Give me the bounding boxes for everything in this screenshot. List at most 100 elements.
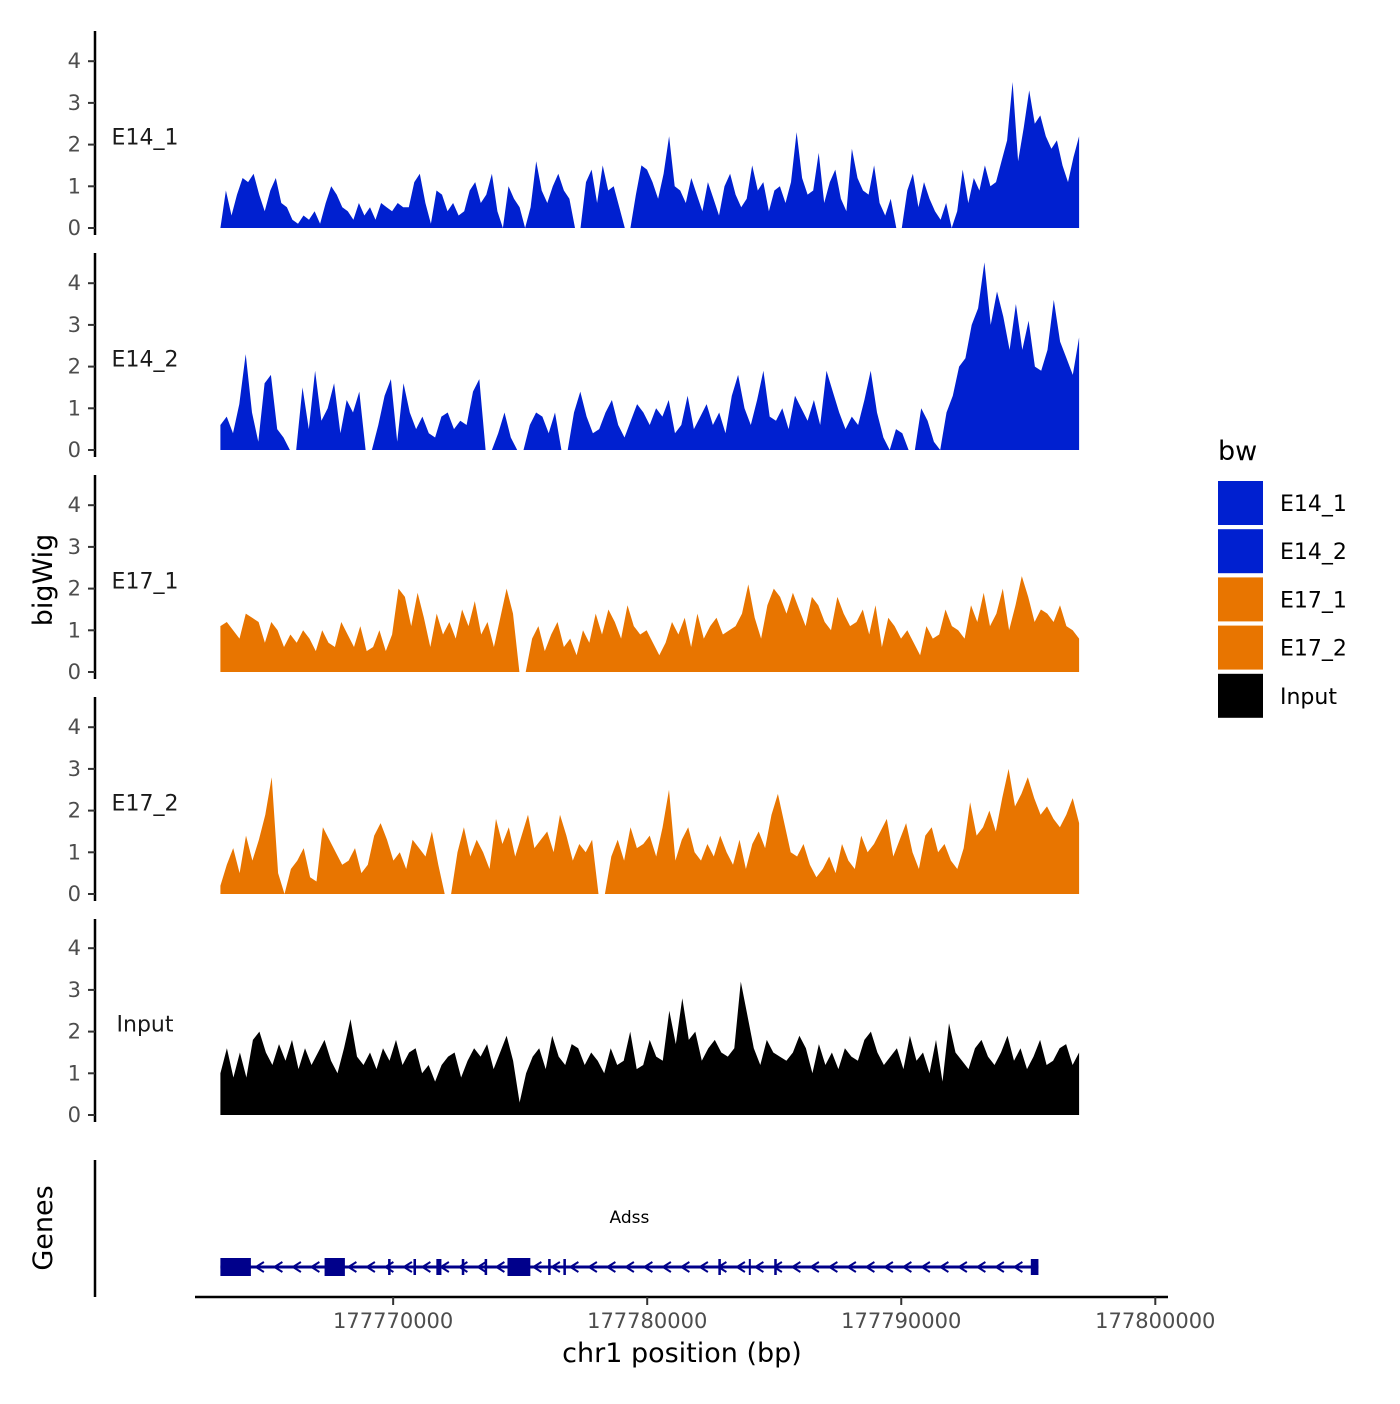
y-tick-label: 0 — [68, 216, 81, 240]
signal-tracks: 0 1 2 3 4 E14_1 0 1 2 3 4 E14_2 0 1 2 3 4 E17_1 0 1 2 3 4 E17_2… — [68, 31, 1080, 1127]
track-label: E14_1 — [112, 125, 179, 150]
genes-panel: Adss — [93, 1160, 1039, 1297]
strand-arrow — [420, 1261, 431, 1273]
gene-exon — [718, 1259, 721, 1275]
strand-arrow — [1012, 1261, 1023, 1273]
y-tick-label: 0 — [68, 882, 81, 906]
x-tick-label: 177780000 — [587, 1309, 707, 1333]
y-tick-label: 1 — [68, 1061, 81, 1085]
strand-arrow — [920, 1261, 931, 1273]
signal-area-E17_2 — [220, 768, 1080, 894]
track-label: E17_1 — [112, 569, 179, 594]
legend-entry-E14_2: E14_2 — [1218, 529, 1347, 574]
strand-arrow — [994, 1261, 1005, 1273]
y-tick-label: 3 — [68, 313, 81, 337]
strand-arrow — [827, 1261, 838, 1273]
y-tick-label: 0 — [68, 438, 81, 462]
gene-exon — [507, 1258, 531, 1276]
gene-exon — [220, 1258, 251, 1276]
y-tick-label: 3 — [68, 757, 81, 781]
gene-exon — [413, 1259, 417, 1275]
legend-swatch — [1218, 673, 1263, 718]
strand-arrow — [383, 1261, 394, 1273]
strand-arrow — [550, 1261, 561, 1273]
legend-entry-Input: Input — [1218, 673, 1337, 718]
strand-arrow — [531, 1261, 542, 1273]
y-tick-label: 1 — [68, 174, 81, 198]
y-tick-label: 4 — [68, 271, 81, 295]
strand-arrow — [957, 1261, 968, 1273]
gene-exon — [748, 1259, 751, 1275]
signal-area-E14_1 — [220, 82, 1080, 228]
legend-label: E17_2 — [1280, 637, 1347, 662]
y-tick-label: 3 — [68, 535, 81, 559]
legend-entry-E14_1: E14_1 — [1218, 481, 1347, 525]
legend-label: E14_2 — [1280, 540, 1347, 565]
x-tick-label: 177800000 — [1095, 1309, 1215, 1333]
signal-area-E14_2 — [220, 262, 1080, 450]
y-tick-label: 2 — [68, 355, 81, 379]
strand-arrow — [753, 1261, 764, 1273]
legend: bw E14_1 E14_2 E17_1 E17_2 Input — [1218, 436, 1347, 718]
strand-arrow — [476, 1261, 487, 1273]
y-axis-title: bigWig — [28, 534, 59, 627]
y-tick-label: 2 — [68, 1020, 81, 1044]
strand-arrow — [402, 1261, 413, 1273]
x-axis: 177770000 177780000 177790000 177800000 — [195, 1295, 1215, 1333]
strand-arrow — [698, 1261, 709, 1273]
strand-arrow — [864, 1261, 875, 1273]
y-tick-label: 4 — [68, 936, 81, 960]
track-Input: 0 1 2 3 4 Input — [68, 919, 1080, 1127]
y-tick-label: 3 — [68, 978, 81, 1002]
strand-arrow — [272, 1261, 283, 1273]
strand-arrow — [605, 1261, 616, 1273]
gene-label: Adss — [609, 1208, 649, 1228]
track-label: E17_2 — [112, 791, 179, 816]
legend-entry-E17_2: E17_2 — [1218, 625, 1347, 670]
track-E14_2: 0 1 2 3 4 E14_2 — [68, 253, 1080, 462]
y-tick-label: 4 — [68, 715, 81, 739]
gene-exon — [436, 1259, 442, 1275]
x-axis-title: chr1 position (bp) — [562, 1338, 802, 1369]
strand-arrow — [735, 1261, 746, 1273]
gene-exon — [548, 1259, 551, 1275]
gene-exon — [774, 1259, 777, 1275]
gene-exon — [324, 1258, 345, 1276]
strand-arrow — [568, 1261, 579, 1273]
strand-arrow — [883, 1261, 894, 1273]
y-tick-label: 4 — [68, 493, 81, 517]
strand-arrow — [494, 1261, 505, 1273]
y-tick-label: 2 — [68, 799, 81, 823]
gene-exon — [461, 1259, 465, 1275]
gene-exon — [484, 1259, 488, 1275]
track-label: Input — [117, 1012, 174, 1037]
strand-arrow — [772, 1261, 783, 1273]
strand-arrow — [809, 1261, 820, 1273]
strand-arrow — [254, 1261, 265, 1273]
y-tick-label: 1 — [68, 396, 81, 420]
y-tick-label: 2 — [68, 133, 81, 157]
x-tick-label: 177770000 — [333, 1309, 453, 1333]
gene-exon — [563, 1259, 566, 1275]
x-tick-label: 177790000 — [841, 1309, 961, 1333]
y-tick-label: 2 — [68, 577, 81, 601]
legend-title: bw — [1218, 436, 1257, 467]
track-E17_1: 0 1 2 3 4 E17_1 — [68, 475, 1080, 684]
y-tick-label: 4 — [68, 49, 81, 73]
strand-arrow — [642, 1261, 653, 1273]
strand-arrow — [587, 1261, 598, 1273]
legend-swatch — [1218, 529, 1263, 574]
strand-arrow — [291, 1261, 302, 1273]
legend-label: E17_1 — [1280, 588, 1347, 613]
y-tick-label: 0 — [68, 1103, 81, 1127]
signal-area-E17_1 — [220, 576, 1080, 672]
legend-swatch — [1218, 481, 1263, 525]
track-E17_2: 0 1 2 3 4 E17_2 — [68, 697, 1080, 906]
legend-label: Input — [1280, 685, 1337, 710]
legend-swatch — [1218, 625, 1263, 670]
legend-swatch — [1218, 577, 1263, 622]
gene-exon — [1030, 1259, 1039, 1275]
strand-arrow — [457, 1261, 468, 1273]
